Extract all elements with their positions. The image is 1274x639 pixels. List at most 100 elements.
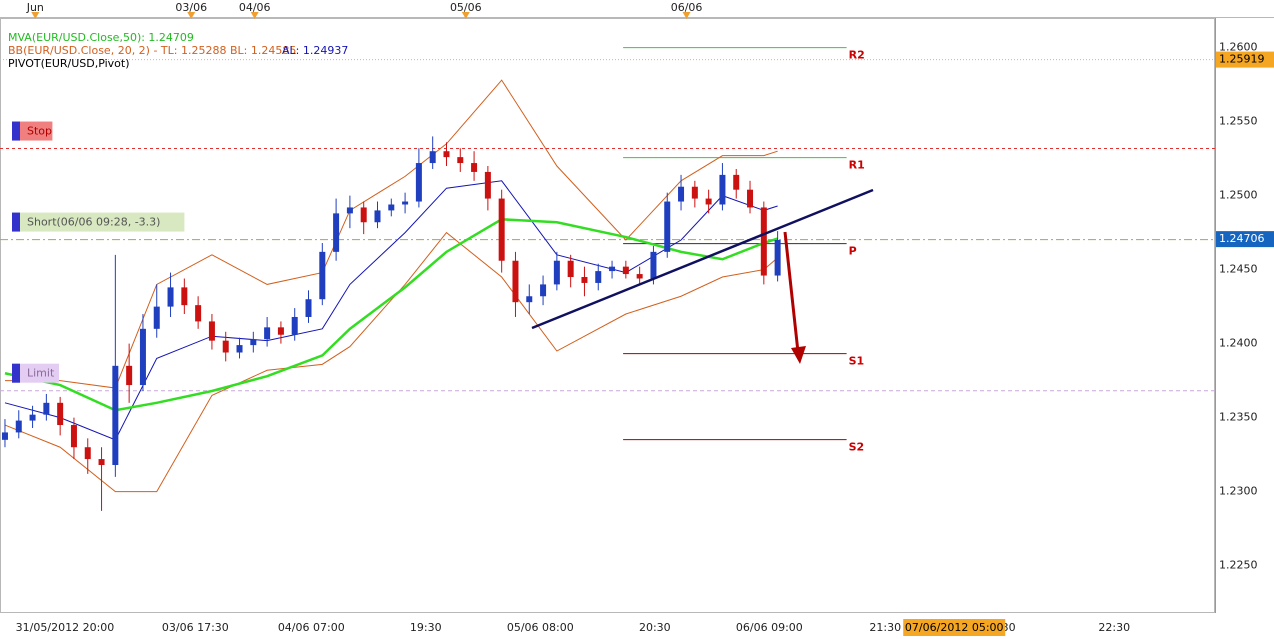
- y-tick-label: 1.2300: [1219, 485, 1258, 498]
- top-tick-label: Jun: [26, 1, 44, 14]
- level-label: Short(06/06 09:28, -3.3): [27, 216, 160, 229]
- indicator-line: [4, 218, 779, 412]
- candle-body: [319, 251, 326, 300]
- candle-body: [305, 299, 312, 317]
- y-tick-label: 1.2550: [1219, 115, 1258, 128]
- candle-body: [70, 425, 77, 448]
- x-tick-label: 22:30: [1098, 621, 1130, 634]
- price-marker-label: 1.25919: [1219, 53, 1265, 66]
- candle-body: [112, 365, 119, 465]
- candle-body: [360, 207, 367, 223]
- indicator-line: [4, 231, 778, 493]
- price-marker-label: 1.24706: [1219, 232, 1265, 245]
- candle-body: [691, 186, 698, 199]
- top-tick: [187, 12, 196, 19]
- pivot-label: R1: [849, 159, 865, 172]
- pivot-label: S2: [849, 441, 865, 454]
- candle-body: [567, 260, 574, 278]
- grid: [31, 12, 691, 19]
- candle-body: [374, 210, 381, 223]
- top-tick: [682, 12, 691, 19]
- y-tick-label: 1.2600: [1219, 41, 1258, 54]
- top-tick-label: 04/06: [239, 1, 271, 14]
- level-label: Stop: [27, 125, 52, 138]
- level-box: [12, 212, 185, 232]
- x-tick-label: 03/06 17:30: [162, 621, 229, 634]
- pivot-label: P: [849, 245, 857, 258]
- pivot-label: R2: [849, 49, 865, 62]
- x-tick-label: 20:30: [639, 621, 671, 634]
- indicator-text: PIVOT(EUR/USD,Pivot): [8, 57, 130, 70]
- candle-body: [333, 213, 340, 252]
- arrow-shaft: [783, 231, 800, 353]
- x-tick-label: 21:30: [869, 621, 901, 634]
- candle-body: [346, 207, 353, 214]
- indicator-text: BB(EUR/USD.Close, 20, 2) - TL: 1.25288 B…: [8, 44, 296, 57]
- candle-body: [43, 402, 50, 415]
- candle-body: [484, 171, 491, 199]
- level-box: [12, 121, 53, 141]
- candle-body: [153, 306, 160, 329]
- candle-body: [664, 201, 671, 252]
- candle-body: [126, 365, 133, 386]
- levels: [0, 47, 1215, 441]
- candle-body: [650, 251, 657, 279]
- candle-body: [774, 240, 781, 276]
- candle-body: [747, 189, 754, 208]
- indicator-text: MVA(EUR/USD.Close,50): 1.24709: [8, 31, 194, 44]
- candle-body: [622, 266, 629, 275]
- candle-body: [581, 277, 588, 283]
- candle-body: [512, 260, 519, 303]
- candle-body: [443, 151, 450, 158]
- candle-body: [595, 271, 602, 283]
- candle-body: [402, 201, 409, 205]
- candle-body: [457, 157, 464, 164]
- candle-body: [29, 414, 36, 421]
- x-tick-label: 06/06 09:00: [736, 621, 803, 634]
- y-tick-label: 1.2450: [1219, 263, 1258, 276]
- candle-body: [57, 402, 64, 426]
- candle-body: [277, 327, 284, 335]
- level-box: [12, 363, 59, 383]
- level-label: Limit: [27, 367, 55, 380]
- cursor-box: [903, 619, 1006, 636]
- y-tick-label: 1.2400: [1219, 337, 1258, 350]
- arrow-head: [791, 346, 806, 364]
- candle-body: [1, 432, 8, 440]
- top-tick: [31, 12, 40, 19]
- candle-body: [415, 163, 422, 202]
- candle-body: [15, 420, 22, 433]
- price-marker: [1216, 231, 1274, 248]
- y-tick-label: 1.2250: [1219, 559, 1258, 572]
- trend-line: [531, 188, 874, 330]
- candle-body: [167, 287, 174, 307]
- top-tick-label: 05/06: [450, 1, 482, 14]
- candle-body: [195, 305, 202, 322]
- candle-body: [609, 266, 616, 272]
- candle-body: [222, 340, 229, 353]
- candle-body: [84, 447, 91, 460]
- level-handle: [12, 121, 20, 141]
- x-tick-label: 31/05/2012 20:00: [16, 621, 115, 634]
- candle-body: [553, 260, 560, 285]
- level-handle: [12, 212, 20, 232]
- candle-body: [760, 207, 767, 276]
- candle-body: [719, 174, 726, 205]
- candle-body: [498, 198, 505, 261]
- candle-body: [250, 339, 257, 346]
- candle-body: [264, 327, 271, 340]
- candles: [1, 136, 781, 511]
- x-tick-label: 05/06 08:00: [507, 621, 574, 634]
- candle-body: [236, 345, 243, 353]
- x-tick-label: 19:30: [410, 621, 442, 634]
- candle-body: [705, 198, 712, 205]
- plot-area: [0, 18, 1215, 613]
- x-tick-label: 04/06 07:00: [278, 621, 345, 634]
- indicator-text: AL: 1.24937: [282, 44, 348, 57]
- candle-body: [139, 328, 146, 386]
- candle-body: [636, 274, 643, 279]
- candle-body: [540, 284, 547, 297]
- level-handle: [12, 363, 20, 383]
- candle-body: [291, 316, 298, 335]
